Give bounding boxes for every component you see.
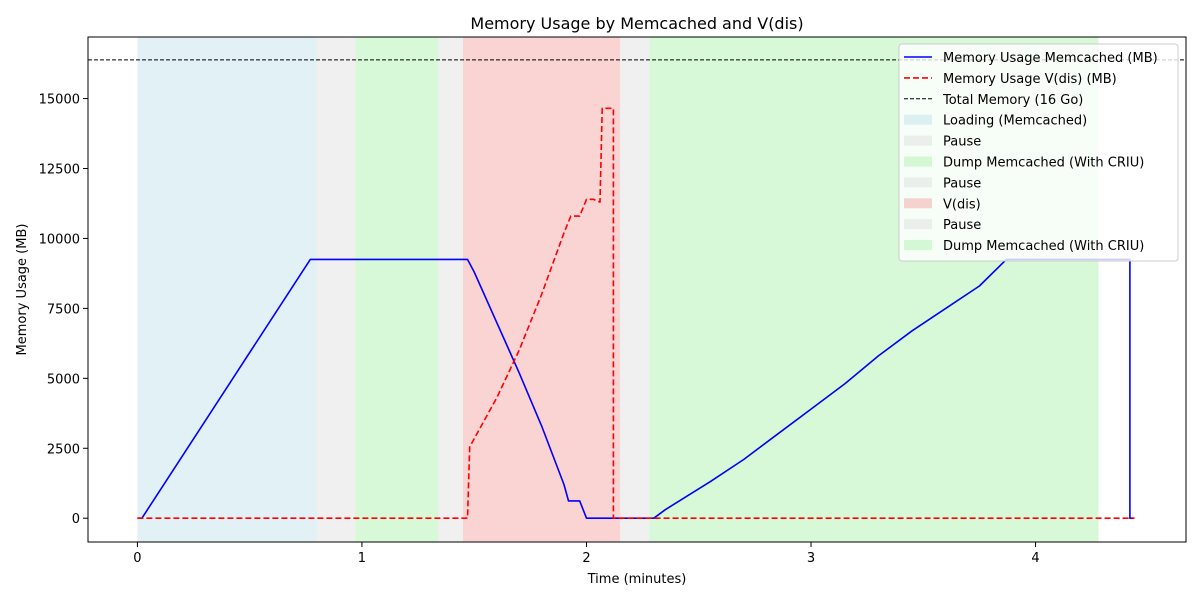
phase-band-5 [620,37,650,542]
x-tick-label-4: 4 [1031,551,1039,566]
phase-band-0 [137,37,318,542]
legend-label-8: Pause [943,218,981,233]
y-tick-label-5: 12500 [39,162,80,177]
legend-label-1: Memory Usage V(dis) (MB) [943,72,1117,87]
memcached-series-line [137,258,1135,520]
x-tick-label-3: 3 [807,551,815,566]
legend-label-9: Dump Memcached (With CRIU) [943,239,1144,254]
legend-label-4: Pause [943,135,981,150]
legend-swatch-9 [904,240,932,251]
chart-title: Memory Usage by Memcached and V(dis) [470,14,803,33]
legend-label-3: Loading (Memcached) [943,114,1087,129]
y-tick-label-1: 2500 [47,442,80,457]
phase-band-3 [438,37,463,542]
legend-swatch-3 [904,114,932,125]
y-tick-label-6: 15000 [39,93,80,108]
legend-swatch-6 [904,177,932,188]
phase-band-1 [317,37,356,542]
x-tick-label-1: 1 [358,551,366,566]
legend-label-6: Pause [943,176,981,191]
legend-swatch-4 [904,135,932,146]
vdis-series-line [137,107,1135,520]
legend-label-2: Total Memory (16 Go) [942,93,1083,108]
legend: Memory Usage Memcached (MB) Memory Usage … [898,43,1179,262]
legend-label-5: Dump Memcached (With CRIU) [943,156,1144,171]
x-tick-label-0: 0 [133,551,141,566]
legend-label-0: Memory Usage Memcached (MB) [943,51,1158,66]
legend-swatch-5 [904,156,932,167]
y-tick-label-3: 7500 [47,302,80,317]
axis-ticks: 0 1 2 3 4 0 2500 5000 7500 10000 12500 15000 [39,93,1040,566]
x-tick-label-2: 2 [582,551,590,566]
axes-frame [87,36,1187,543]
phase-band-2 [355,37,439,542]
phase-band-4 [462,37,621,542]
legend-box [898,43,1179,262]
y-tick-label-0: 0 [72,512,80,527]
legend-swatch-8 [904,219,932,230]
x-axis-label: Time (minutes) [587,572,687,587]
legend-swatch-7 [904,198,932,209]
y-tick-label-2: 5000 [47,372,80,387]
y-axis-label: Memory Usage (MB) [15,224,30,356]
legend-label-7: V(dis) [943,197,981,212]
y-tick-label-4: 10000 [39,232,80,247]
